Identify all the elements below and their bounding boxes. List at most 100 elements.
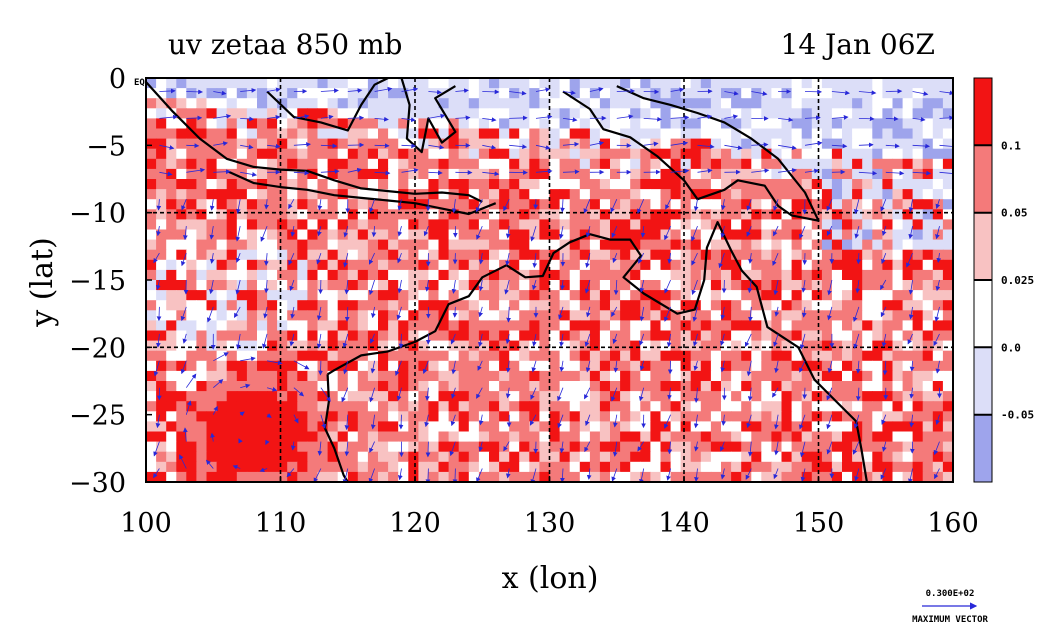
wind-vector: [478, 414, 484, 426]
field-cell: [721, 411, 732, 422]
field-cell: [196, 290, 208, 301]
field-cell: [267, 461, 278, 473]
field-cell: [771, 189, 783, 200]
field-cell: [489, 229, 500, 241]
field-cell: [317, 461, 329, 473]
field-cell: [741, 340, 752, 352]
field-cell: [448, 209, 460, 220]
field-cell: [509, 148, 520, 160]
wind-vector: [826, 225, 833, 237]
field-cell: [549, 471, 561, 482]
field-cell: [408, 401, 419, 412]
field-cell: [146, 269, 157, 281]
field-cell: [781, 138, 793, 150]
field-cell: [499, 330, 510, 342]
field-cell: [418, 249, 430, 261]
field-cell: [569, 219, 581, 231]
colorbar-swatch: [974, 414, 992, 482]
field-cell: [519, 381, 530, 392]
wind-vector: [694, 441, 699, 452]
field-cell: [751, 158, 762, 170]
field-cell: [892, 128, 904, 140]
field-cell: [902, 78, 914, 89]
field-cell: [569, 381, 581, 392]
field-cell: [489, 128, 500, 140]
field-cell: [731, 239, 742, 251]
field-cell: [670, 189, 682, 200]
wind-vector: [478, 279, 484, 292]
field-cell: [680, 411, 692, 422]
field-cell: [801, 128, 813, 140]
wind-vector: [584, 441, 591, 453]
field-cell: [630, 350, 641, 362]
field-cell: [206, 451, 218, 463]
field-cell: [337, 350, 349, 362]
field-cell: [670, 451, 682, 463]
field-cell: [670, 280, 682, 291]
field-cell: [549, 219, 561, 231]
field-cell: [206, 78, 218, 89]
field-cell: [620, 431, 631, 443]
field-cell: [751, 471, 762, 482]
field-cell: [489, 300, 500, 311]
field-cell: [751, 128, 762, 140]
field-cell: [791, 461, 803, 473]
field-cell: [559, 461, 571, 473]
field-cell: [569, 421, 581, 433]
field-cell: [287, 391, 298, 402]
field-cell: [297, 411, 308, 422]
field-cell: [589, 239, 601, 251]
field-cell: [156, 219, 167, 231]
field-cell: [398, 269, 409, 281]
field-cell: [206, 360, 218, 372]
wind-vector: [186, 89, 203, 95]
field-cell: [620, 148, 631, 160]
field-cell: [428, 421, 440, 433]
field-cell: [751, 199, 762, 210]
field-cell: [559, 280, 571, 291]
field-cell: [347, 370, 359, 382]
field-cell: [519, 350, 530, 362]
wind-vector: [908, 199, 914, 213]
field-cell: [509, 391, 520, 402]
wind-vector: [478, 306, 483, 318]
field-cell: [912, 310, 924, 321]
field-cell: [811, 209, 823, 220]
field-cell: [579, 128, 591, 140]
wind-vector: [370, 360, 376, 374]
field-cell: [246, 451, 258, 463]
field-cell: [761, 229, 772, 241]
field-cell: [942, 179, 953, 190]
field-cell: [327, 108, 339, 119]
field-cell: [438, 360, 450, 372]
field-cell: [226, 360, 238, 372]
field-cell: [357, 239, 369, 251]
field-cell: [932, 219, 944, 231]
field-cell: [277, 411, 288, 422]
field-cell: [620, 168, 631, 180]
wind-vector: [505, 333, 511, 345]
field-cell: [741, 88, 752, 99]
field-cell: [731, 330, 742, 342]
field-cell: [236, 209, 248, 220]
field-cell: [690, 269, 702, 281]
field-cell: [710, 168, 722, 180]
field-cell: [468, 249, 480, 261]
field-cell: [872, 209, 883, 220]
field-cell: [519, 401, 530, 412]
field-cell: [640, 158, 651, 170]
field-cell: [216, 360, 228, 372]
field-cell: [751, 259, 762, 271]
field-cell: [458, 88, 470, 99]
field-cell: [721, 280, 732, 291]
field-cell: [489, 118, 500, 130]
field-cell: [610, 78, 621, 89]
field-cell: [216, 259, 228, 271]
wind-vector: [585, 360, 591, 373]
field-cell: [327, 229, 339, 241]
wind-vector: [880, 199, 887, 212]
field-cell: [610, 370, 621, 382]
wind-vector: [880, 306, 887, 318]
field-cell: [337, 310, 349, 321]
field-cell: [932, 168, 944, 180]
